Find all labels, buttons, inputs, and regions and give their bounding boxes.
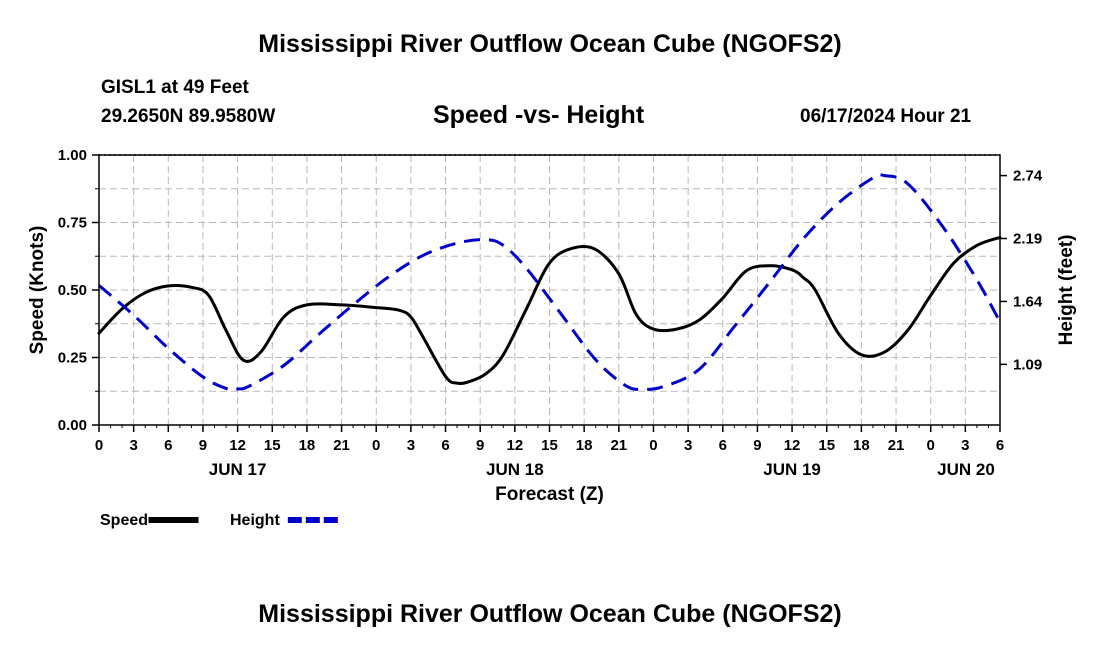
x-tick-label: 3 bbox=[129, 437, 137, 454]
x-tick-label: 0 bbox=[649, 437, 657, 454]
x-tick-label: 18 bbox=[576, 437, 593, 454]
x-axis-label: Forecast (Z) bbox=[495, 484, 604, 505]
x-tick-label: 0 bbox=[372, 437, 380, 454]
footer-title: Mississippi River Outflow Ocean Cube (NG… bbox=[258, 600, 842, 628]
y-tick-label: 1.00 bbox=[58, 147, 87, 164]
x-tick-label: 18 bbox=[299, 437, 316, 454]
y2-tick-label: 2.74 bbox=[1013, 168, 1043, 185]
chart-subtitle: Speed -vs- Height bbox=[433, 101, 645, 129]
y-tick-label: 0.00 bbox=[58, 417, 87, 434]
station-coordinates: 29.2650N 89.9580W bbox=[101, 106, 276, 127]
date-label: JUN 17 bbox=[209, 460, 267, 479]
y2-tick-label: 2.19 bbox=[1013, 231, 1042, 248]
chart-title: Mississippi River Outflow Ocean Cube (NG… bbox=[258, 30, 842, 58]
speed-series-line bbox=[97, 235, 1002, 386]
x-tick-label: 9 bbox=[753, 437, 761, 454]
x-tick-label: 6 bbox=[996, 437, 1004, 454]
series-layer bbox=[97, 173, 1002, 392]
grid-lines bbox=[99, 154, 1000, 425]
y-axis-label: Speed (Knots) bbox=[27, 226, 48, 355]
y2-tick-label: 1.09 bbox=[1013, 356, 1042, 373]
x-tick-label: 21 bbox=[888, 437, 905, 454]
x-tick-label: 15 bbox=[541, 437, 558, 454]
y-tick-label: 0.50 bbox=[58, 282, 87, 299]
y-tick-label: 0.25 bbox=[58, 350, 87, 367]
station-label: GISL1 at 49 Feet bbox=[101, 77, 249, 98]
axes-layer: 0 3 6 9 12 15 18 21 0 3 6 9 12 15 18 21 0 3 6 9 12 15 18 21 0 3 6J… bbox=[58, 147, 1043, 479]
x-tick-label: 21 bbox=[610, 437, 627, 454]
x-tick-label: 12 bbox=[507, 437, 524, 454]
x-tick-label: 3 bbox=[407, 437, 415, 454]
x-tick-label: 0 bbox=[927, 437, 935, 454]
x-tick-label: 18 bbox=[853, 437, 870, 454]
legend: Speed Height bbox=[100, 512, 338, 529]
x-tick-label: 21 bbox=[333, 437, 350, 454]
x-tick-label: 15 bbox=[264, 437, 281, 454]
forecast-datetime: 06/17/2024 Hour 21 bbox=[800, 106, 972, 127]
y2-axis-label: Height (feet) bbox=[1056, 235, 1077, 346]
y2-tick-label: 1.64 bbox=[1013, 293, 1043, 310]
date-label: JUN 19 bbox=[763, 460, 821, 479]
date-label: JUN 18 bbox=[486, 460, 544, 479]
legend-label-speed: Speed bbox=[100, 512, 148, 529]
x-tick-label: 6 bbox=[719, 437, 727, 454]
x-tick-label: 0 bbox=[95, 437, 103, 454]
x-tick-label: 15 bbox=[818, 437, 835, 454]
x-tick-label: 6 bbox=[441, 437, 449, 454]
x-tick-label: 9 bbox=[199, 437, 207, 454]
date-label: JUN 20 bbox=[937, 460, 995, 479]
x-tick-label: 12 bbox=[784, 437, 801, 454]
x-tick-label: 3 bbox=[961, 437, 969, 454]
y-tick-label: 0.75 bbox=[58, 215, 87, 232]
x-tick-label: 9 bbox=[476, 437, 484, 454]
legend-label-height: Height bbox=[230, 512, 280, 529]
x-tick-label: 12 bbox=[229, 437, 246, 454]
x-tick-label: 3 bbox=[684, 437, 692, 454]
x-tick-label: 6 bbox=[164, 437, 172, 454]
height-series-line bbox=[98, 173, 1002, 392]
